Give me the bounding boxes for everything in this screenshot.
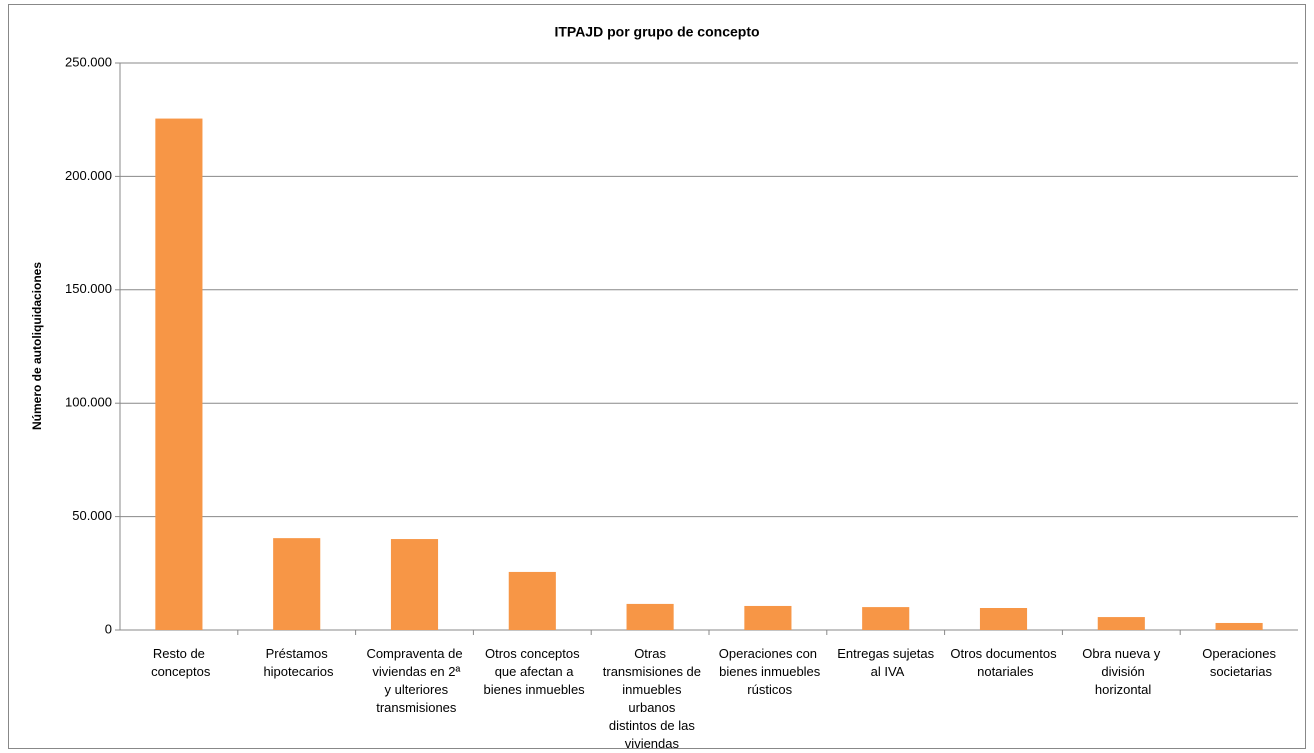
x-tick-label: Préstamos hipotecarios [260,646,334,679]
bar [273,538,321,630]
x-tick-label: Operaciones societarias [1202,646,1276,679]
x-tick-label: Otras transmisiones de inmuebles urbanos… [599,646,701,751]
y-tick-label: 0 [105,621,112,636]
x-tick-label: Otros documentos notariales [950,646,1057,679]
y-tick-label: 250.000 [65,54,112,69]
x-tick-label: Obra nueva y división horizontal [1082,646,1161,697]
chart-title: ITPAJD por grupo de concepto [554,24,759,40]
bar [508,571,556,630]
chart-frame [8,4,1306,749]
bar [155,118,203,630]
y-tick-label: 150.000 [65,281,112,296]
bar [979,608,1028,630]
bar [862,607,910,630]
x-tick-label: Resto de conceptos [147,646,210,679]
x-tick-label: Compraventa de viviendas en 2ª y ulterio… [366,646,462,715]
x-tick-label: Operaciones con bienes inmuebles rústico… [716,646,821,697]
y-tick-label: 100.000 [65,395,112,410]
x-tick-label: Entregas sujetas al IVA [837,646,934,679]
bar [626,603,674,630]
bar [1215,622,1263,630]
y-tick-label: 50.000 [72,508,112,523]
bar [390,539,439,630]
bar [744,605,792,630]
y-axis-label: Número de autoliquidaciones [30,262,44,430]
bar [1097,617,1145,630]
x-tick-label: Otros conceptos que afectan a bienes inm… [480,646,585,697]
y-tick-label: 200.000 [65,168,112,183]
